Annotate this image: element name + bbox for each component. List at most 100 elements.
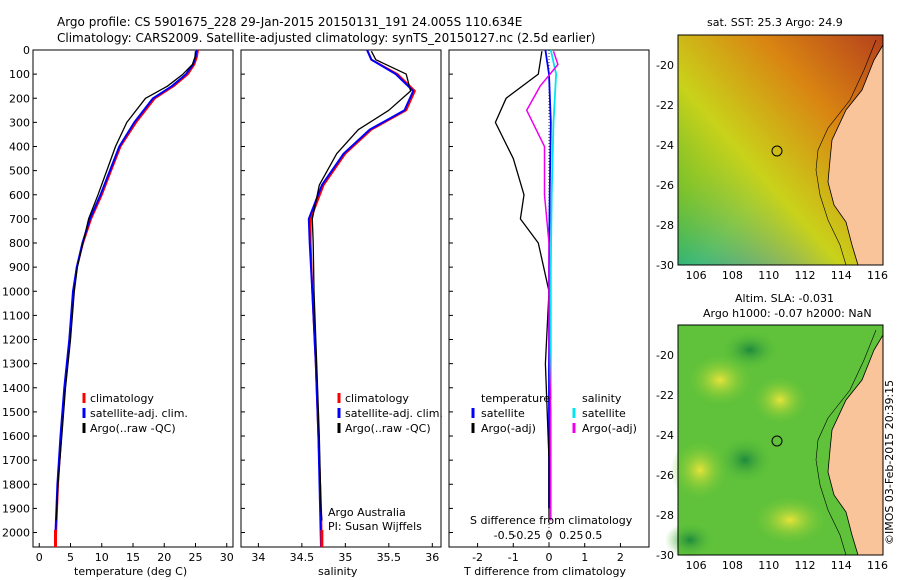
salinity-panel-frame — [240, 49, 442, 548]
x-tick-label: 0 — [546, 551, 553, 564]
legend-argo-label: Argo(..raw -QC) — [345, 422, 431, 435]
y-tick-label: 1700 — [2, 454, 30, 467]
map-x-tick-label: 114 — [831, 559, 852, 572]
map-y-tick-label: -28 — [656, 509, 674, 522]
y-tick-label: 1200 — [2, 334, 30, 347]
x-tick-label: 10 — [95, 551, 109, 564]
legend-climatology-label: climatology — [345, 392, 409, 405]
series-line — [307, 49, 415, 548]
s-tick-label: 0.5 — [585, 529, 603, 542]
header-line2: Climatology: CARS2009. Satellite-adjuste… — [57, 31, 595, 45]
s-tick-label: 0 — [546, 529, 553, 542]
x-tick-label: 36 — [425, 551, 439, 564]
legend-climatology-label: climatology — [90, 392, 154, 405]
x-tick-label: 34 — [251, 551, 265, 564]
legend-t-satellite-label: satellite — [481, 407, 525, 420]
y-tick-label: 1500 — [2, 406, 30, 419]
annotation-pi: PI: Susan Wijffels — [328, 520, 422, 533]
map-x-tick-label: 116 — [867, 559, 888, 572]
legend-temperature-title: temperature — [481, 392, 550, 405]
map-y-tick-label: -20 — [656, 59, 674, 72]
map-x-tick-label: 112 — [794, 559, 815, 572]
series-line — [525, 50, 559, 521]
salinity-legend: climatology satellite-adj. clim. Argo(..… — [328, 392, 443, 533]
series-line — [549, 49, 557, 400]
map-y-tick-label: -26 — [656, 469, 674, 482]
x-tick-label: 34.5 — [290, 551, 315, 564]
map-y-tick-label: -22 — [656, 99, 674, 112]
sla-map: Altim. SLA: -0.031 Argo h1000: -0.07 h20… — [665, 292, 884, 558]
y-tick-label: 1100 — [2, 309, 30, 322]
x-tick-label: 2 — [617, 551, 624, 564]
map-x-tick-label: 110 — [758, 269, 779, 282]
sst-coastline — [827, 44, 884, 266]
map-x-tick-label: 116 — [867, 269, 888, 282]
s-tick-label: 0.25 — [559, 529, 584, 542]
map-x-tick-label: 114 — [831, 269, 852, 282]
sst-map-frame — [677, 34, 884, 266]
map-y-tick-label: -30 — [656, 259, 674, 272]
x-tick-label: -2 — [472, 551, 483, 564]
sla-map-title: Altim. SLA: -0.031 — [735, 292, 834, 305]
sla-high-4 — [750, 494, 830, 546]
y-tick-label: 100 — [9, 68, 30, 81]
y-tick-label: 200 — [9, 92, 30, 105]
s-tick-label: -0.25 — [512, 529, 540, 542]
legend-s-satellite-label: satellite — [582, 407, 626, 420]
legend-satellite-label: satellite-adj. clim. — [90, 407, 188, 420]
legend-salinity-title: salinity — [582, 392, 622, 405]
salinity-xlabel: salinity — [318, 565, 358, 578]
difference-xlabel: T difference from climatology — [463, 565, 626, 578]
series-line — [54, 49, 199, 548]
sla-coastline — [827, 334, 884, 556]
x-tick-label: -1 — [508, 551, 519, 564]
sla-low-1 — [720, 330, 780, 370]
sla-map-subtitle: Argo h1000: -0.07 h2000: NaN — [703, 307, 872, 320]
series-line — [309, 49, 416, 548]
y-tick-label: 1600 — [2, 430, 30, 443]
map-x-tick-label: 106 — [686, 269, 707, 282]
header-line1: Argo profile: CS 5901675_228 29-Jan-2015… — [57, 15, 522, 29]
x-tick-label: 0 — [36, 551, 43, 564]
sla-low-2 — [717, 436, 773, 484]
y-tick-label: 300 — [9, 116, 30, 129]
difference-legend: temperature satellite Argo(-adj) salinit… — [470, 392, 637, 527]
map-y-tick-label: -22 — [656, 389, 674, 402]
y-tick-label: 1900 — [2, 502, 30, 515]
x-tick-label: 30 — [220, 551, 234, 564]
x-tick-label: 35 — [338, 551, 352, 564]
x-tick-label: 25 — [189, 551, 203, 564]
y-tick-label: 1000 — [2, 285, 30, 298]
sla-land — [828, 325, 883, 555]
legend-argo-label: Argo(..raw -QC) — [90, 422, 176, 435]
temperature-xlabel: temperature (deg C) — [74, 565, 187, 578]
series-line — [494, 51, 550, 521]
map-x-tick-label: 112 — [794, 269, 815, 282]
x-tick-label: 35.5 — [377, 551, 402, 564]
sst-argo-marker — [771, 145, 783, 157]
sla-high-3 — [670, 438, 730, 502]
sla-isobath — [815, 329, 877, 556]
y-tick-label: 2000 — [2, 527, 30, 540]
map-y-tick-label: -24 — [656, 429, 674, 442]
s-difference-title: S difference from climatology — [470, 514, 633, 527]
x-tick-label: 1 — [581, 551, 588, 564]
temperature-legend: climatology satellite-adj. clim. Argo(..… — [82, 392, 188, 435]
legend-satellite-label: satellite-adj. clim. — [345, 407, 443, 420]
y-tick-label: 500 — [9, 165, 30, 178]
annotation-argo-australia: Argo Australia — [328, 506, 406, 519]
y-tick-label: 700 — [9, 213, 30, 226]
x-tick-label: 5 — [67, 551, 74, 564]
map-y-tick-label: -28 — [656, 219, 674, 232]
sla-high-2 — [750, 374, 810, 426]
map-y-tick-label: -24 — [656, 139, 674, 152]
plot-layer: 0100200300400500600700800900100011001200… — [2, 44, 888, 572]
y-tick-label: 0 — [23, 44, 30, 57]
imos-credit: ©IMOS 03-Feb-2015 20:39:15 — [883, 380, 896, 545]
sla-argo-marker — [771, 435, 783, 447]
sst-land — [828, 35, 883, 265]
y-tick-label: 400 — [9, 141, 30, 154]
map-y-tick-label: -20 — [656, 349, 674, 362]
sst-map-title: sat. SST: 25.3 Argo: 24.9 — [707, 16, 843, 29]
